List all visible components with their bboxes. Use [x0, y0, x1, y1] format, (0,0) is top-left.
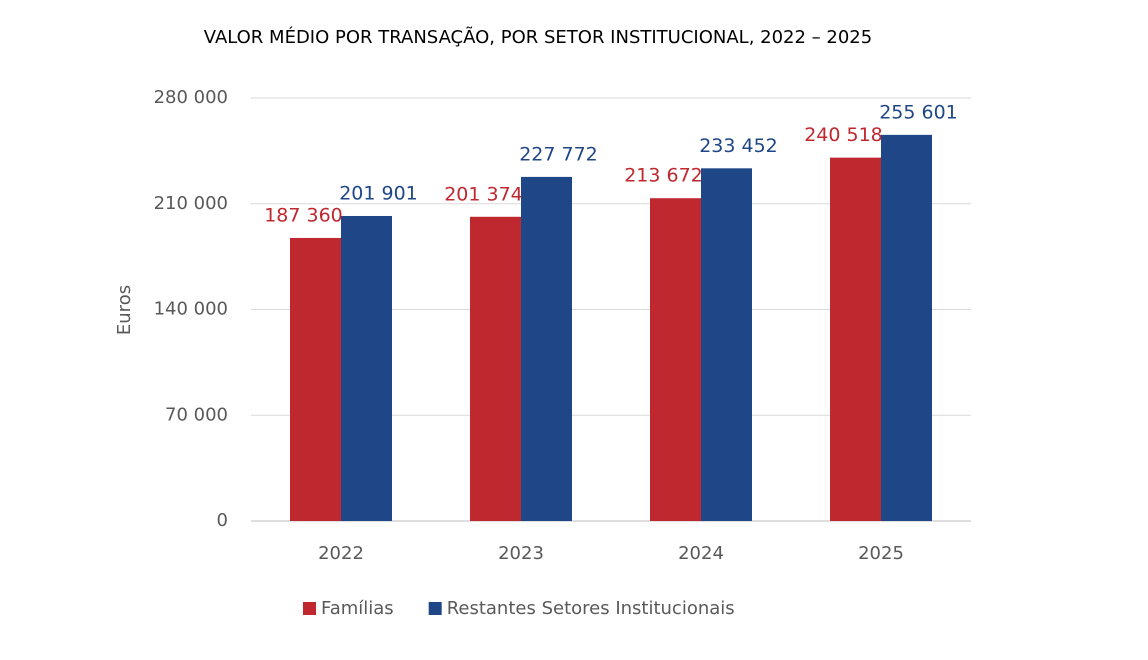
- value-label: 227 772: [519, 143, 598, 165]
- x-tick-label: 2023: [498, 543, 544, 564]
- bar: [830, 157, 881, 521]
- bar: [290, 237, 341, 521]
- y-axis-label: Euros: [114, 285, 135, 335]
- value-label: 240 518: [804, 124, 883, 146]
- value-label: 187 360: [264, 204, 343, 226]
- y-tick-label: 280 000: [154, 87, 228, 108]
- bar: [341, 215, 392, 521]
- x-tick-label: 2025: [858, 543, 904, 564]
- y-tick-label: 0: [217, 510, 228, 531]
- x-tick-label: 2024: [678, 543, 724, 564]
- chart-title: VALOR MÉDIO POR TRANSAÇÃO, POR SETOR INS…: [204, 26, 872, 48]
- value-label: 255 601: [879, 101, 958, 123]
- bar: [650, 198, 701, 522]
- y-tick-label: 140 000: [154, 299, 228, 320]
- value-label: 201 901: [339, 182, 418, 204]
- legend-swatch: [303, 602, 316, 615]
- value-label: 213 672: [624, 165, 703, 187]
- bar: [701, 168, 752, 521]
- legend-swatch: [428, 602, 442, 615]
- x-tick-label: 2022: [318, 543, 364, 564]
- y-tick-label: 210 000: [154, 193, 228, 214]
- value-label: 201 374: [444, 183, 523, 205]
- y-tick-label: 70 000: [165, 404, 228, 425]
- legend-label: Restantes Setores Institucionais: [447, 598, 735, 619]
- bar: [521, 176, 572, 521]
- legend-label: Famílias: [321, 598, 394, 619]
- bar: [881, 134, 932, 521]
- bar: [470, 216, 521, 521]
- value-label: 233 452: [699, 135, 778, 157]
